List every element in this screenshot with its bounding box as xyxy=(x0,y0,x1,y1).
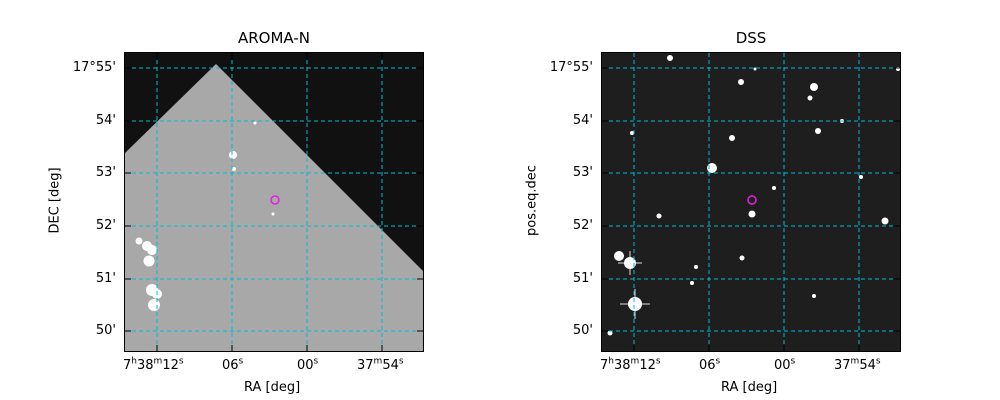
star xyxy=(135,237,143,245)
coordinate-grid xyxy=(602,53,900,351)
star xyxy=(147,245,157,255)
star xyxy=(815,128,821,134)
ytick-label: 50' xyxy=(572,323,593,338)
star xyxy=(630,131,634,135)
panel-dss: DSS xyxy=(477,0,977,400)
axis-ticks xyxy=(602,67,900,351)
ytick-label: 17°55' xyxy=(549,60,593,75)
ytick-label: 54' xyxy=(572,113,593,128)
aroma-n-stars xyxy=(135,121,275,311)
ytick-label: 50' xyxy=(95,323,116,338)
star xyxy=(753,67,757,71)
ytick-label: 51' xyxy=(572,271,593,286)
ytick-label: 53' xyxy=(572,165,593,180)
coverage-region xyxy=(125,64,423,351)
xtick-label: 37m54s xyxy=(357,356,404,373)
star xyxy=(690,281,694,285)
target-marker xyxy=(747,195,757,205)
star xyxy=(232,167,236,171)
xtick-label: 00s xyxy=(774,356,796,373)
star xyxy=(812,294,816,298)
ytick-label: 51' xyxy=(95,271,116,286)
target-marker xyxy=(270,195,280,205)
dss-sky-svg xyxy=(602,53,900,351)
axes-frame xyxy=(124,52,424,352)
star xyxy=(807,95,813,101)
star xyxy=(881,217,889,225)
xtick-label: 7h38m12s xyxy=(600,356,661,373)
xtick-label: 06s xyxy=(222,356,244,373)
star xyxy=(739,255,745,261)
xtick-label: 37m54s xyxy=(834,356,881,373)
ytick-label: 54' xyxy=(95,113,116,128)
panel-title: DSS xyxy=(735,29,767,47)
ytick-label: 52' xyxy=(95,218,116,233)
x-axis-label: RA [deg] xyxy=(721,380,778,395)
star xyxy=(810,83,818,91)
xtick-label: 00s xyxy=(297,356,319,373)
star xyxy=(607,330,613,336)
sky-background xyxy=(602,53,900,351)
axis-ticks xyxy=(125,53,423,351)
dss-image xyxy=(602,53,900,351)
ytick-label: 53' xyxy=(95,165,116,180)
xtick-label: 7h38m12s xyxy=(123,356,184,373)
ytick-label: 17°55' xyxy=(72,60,116,75)
panel-aroma-n: AROMA-N xyxy=(47,29,424,395)
x-axis-label: RA [deg] xyxy=(244,380,301,395)
xtick-label: 06s xyxy=(699,356,721,373)
star xyxy=(738,79,744,85)
star xyxy=(772,186,776,190)
y-axis-label: pos.eq.dec xyxy=(524,165,540,236)
star xyxy=(229,151,237,159)
diffraction-spikes xyxy=(618,251,650,319)
axes-frame xyxy=(601,52,901,352)
star xyxy=(748,210,756,218)
star xyxy=(656,213,662,219)
ytick-label: 52' xyxy=(572,218,593,233)
star xyxy=(694,265,698,269)
star xyxy=(143,255,155,267)
panel-title: AROMA-N xyxy=(238,29,310,47)
star xyxy=(859,175,863,179)
coordinate-grid xyxy=(125,53,423,351)
aroma-n-image xyxy=(125,53,423,351)
star xyxy=(667,55,673,61)
star xyxy=(253,121,257,125)
star xyxy=(271,212,275,216)
star xyxy=(614,251,624,261)
star xyxy=(729,135,735,141)
y-axis-label: DEC [deg] xyxy=(47,167,63,234)
aroma-n-sky-svg xyxy=(125,53,423,351)
